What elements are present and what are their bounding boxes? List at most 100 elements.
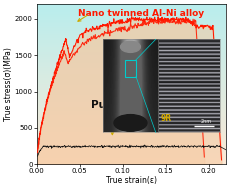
Bar: [37, 27, 225, 28]
Bar: [37, 133, 225, 134]
Bar: [37, 152, 225, 153]
Bar: [37, 103, 225, 104]
Bar: [37, 31, 225, 32]
Bar: [37, 132, 225, 133]
Bar: [37, 157, 225, 158]
Bar: [37, 46, 225, 47]
Bar: [37, 47, 225, 48]
Bar: [37, 134, 225, 135]
Bar: [37, 148, 225, 149]
Bar: [37, 73, 225, 74]
Bar: [37, 106, 225, 107]
Bar: [37, 66, 225, 67]
Bar: [37, 59, 225, 60]
Bar: [37, 82, 225, 83]
Bar: [37, 25, 225, 26]
Bar: [37, 115, 225, 116]
Bar: [37, 121, 225, 122]
Bar: [37, 68, 225, 69]
Bar: [37, 100, 225, 101]
Bar: [37, 111, 225, 112]
Bar: [37, 76, 225, 77]
Bar: [37, 156, 225, 157]
Bar: [37, 129, 225, 130]
Bar: [37, 22, 225, 23]
Bar: [37, 63, 225, 64]
Bar: [37, 17, 225, 18]
Bar: [37, 49, 225, 50]
Bar: [37, 29, 225, 30]
Bar: [37, 135, 225, 136]
Bar: [37, 136, 225, 137]
Bar: [37, 138, 225, 139]
Bar: [37, 144, 225, 145]
Bar: [37, 153, 225, 154]
Bar: [37, 70, 225, 71]
Bar: [37, 7, 225, 8]
Bar: [37, 52, 225, 53]
Bar: [37, 45, 225, 46]
Bar: [37, 149, 225, 150]
Text: Nano twinned Al-Ni alloy: Nano twinned Al-Ni alloy: [78, 9, 204, 18]
Bar: [37, 97, 225, 98]
Bar: [37, 109, 225, 110]
Bar: [37, 162, 225, 163]
Bar: [37, 24, 225, 25]
Bar: [37, 54, 225, 55]
Bar: [37, 146, 225, 147]
Bar: [37, 137, 225, 138]
Bar: [37, 107, 225, 108]
Bar: [37, 55, 225, 56]
Bar: [37, 86, 225, 87]
Bar: [37, 120, 225, 121]
Bar: [37, 51, 225, 52]
Bar: [37, 34, 225, 35]
Bar: [37, 102, 225, 103]
X-axis label: True strain(ε): True strain(ε): [105, 176, 156, 185]
Bar: [37, 92, 225, 93]
Bar: [37, 80, 225, 81]
Bar: [37, 163, 225, 164]
Bar: [37, 50, 225, 51]
Bar: [37, 11, 225, 12]
Bar: [37, 130, 225, 131]
Bar: [37, 104, 225, 105]
Bar: [37, 71, 225, 72]
Bar: [37, 30, 225, 31]
Bar: [37, 23, 225, 24]
Bar: [37, 89, 225, 90]
Bar: [37, 12, 225, 13]
Bar: [37, 85, 225, 86]
Bar: [37, 98, 225, 99]
Bar: [37, 65, 225, 66]
Bar: [37, 145, 225, 146]
Bar: [37, 72, 225, 73]
Bar: [37, 88, 225, 89]
Bar: [37, 151, 225, 152]
Bar: [37, 77, 225, 78]
Bar: [37, 39, 225, 40]
Bar: [37, 113, 225, 114]
Bar: [37, 126, 225, 127]
Bar: [37, 15, 225, 16]
Bar: [37, 125, 225, 126]
Bar: [37, 8, 225, 9]
Bar: [37, 10, 225, 11]
Bar: [37, 4, 225, 5]
Bar: [37, 61, 225, 62]
Bar: [37, 37, 225, 38]
Bar: [37, 42, 225, 43]
Bar: [37, 95, 225, 96]
Bar: [37, 117, 225, 118]
Bar: [37, 56, 225, 57]
Bar: [37, 79, 225, 80]
Bar: [37, 105, 225, 106]
Bar: [37, 140, 225, 141]
Bar: [37, 57, 225, 58]
Bar: [37, 33, 225, 34]
Bar: [37, 87, 225, 88]
Bar: [37, 53, 225, 54]
Bar: [37, 128, 225, 129]
Bar: [37, 143, 225, 144]
Bar: [37, 108, 225, 109]
